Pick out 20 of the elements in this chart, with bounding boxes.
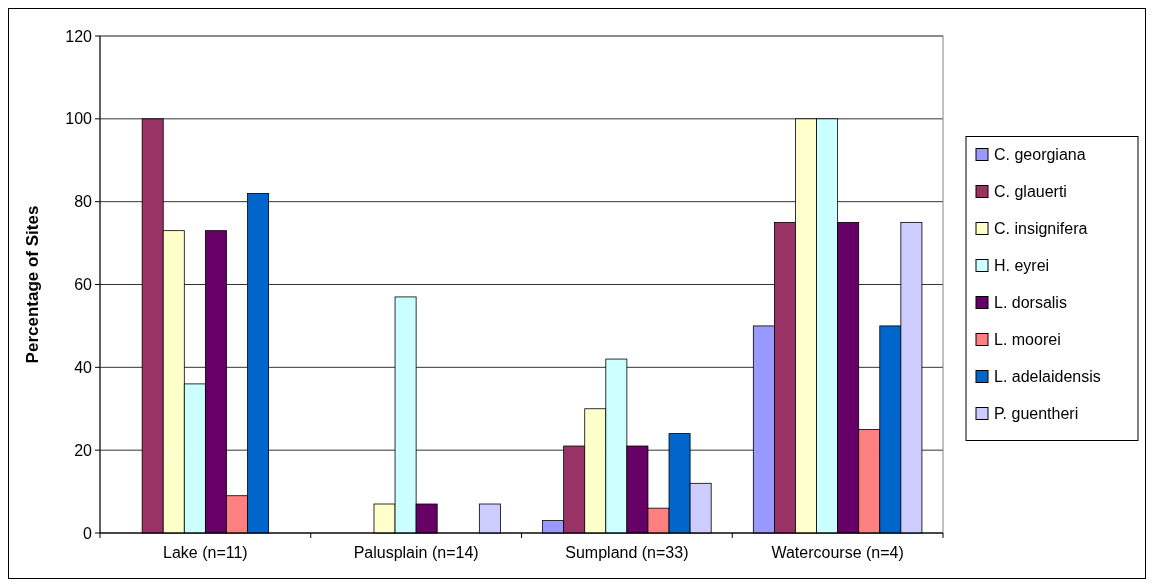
- y-tick-label: 0: [83, 524, 93, 542]
- y-tick-label: 120: [65, 27, 93, 45]
- x-tick-label: Lake (n=11): [163, 544, 248, 561]
- legend-label: H. eyrei: [994, 257, 1050, 275]
- y-tick-label: 80: [74, 193, 93, 211]
- y-tick-label: 20: [74, 441, 93, 459]
- x-tick-label: Palusplain (n=14): [353, 544, 479, 561]
- y-tick-label: 60: [74, 276, 93, 294]
- y-tick-label: 100: [65, 110, 93, 128]
- legend-label: P. guentheri: [994, 405, 1079, 423]
- legend-label: C. glauerti: [994, 183, 1067, 201]
- legend-label: L. dorsalis: [994, 294, 1067, 312]
- legend-label: L. moorei: [994, 331, 1061, 349]
- legend-label: C. georgiana: [994, 146, 1086, 164]
- x-tick-label: Watercourse (n=4): [771, 544, 904, 561]
- y-tick-label: 40: [74, 358, 93, 376]
- y-axis-title: Percentage of Sites: [23, 205, 42, 364]
- legend-label: L. adelaidensis: [994, 368, 1101, 386]
- x-tick-label: Sumpland (n=33): [565, 544, 689, 561]
- legend-label: C. insignifera: [994, 220, 1088, 238]
